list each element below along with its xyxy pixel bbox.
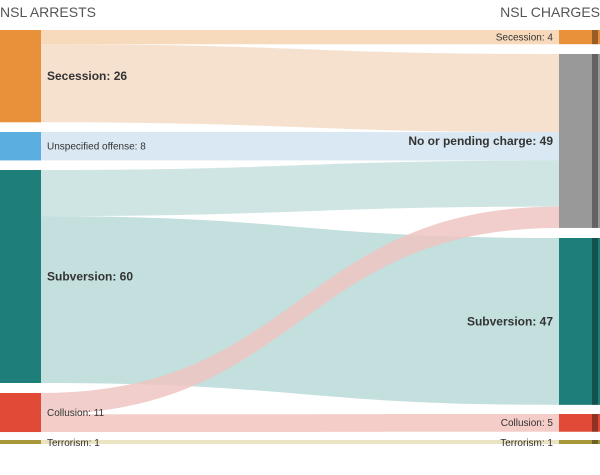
link-collusion_a-to-collusion_c (41, 414, 559, 433)
node-edge-secession_c (592, 30, 598, 45)
link-unspecified_a-to-none_c (41, 132, 559, 161)
node-collusion_a (0, 393, 41, 433)
nodes (0, 30, 600, 444)
node-edge-terrorism_c (592, 440, 598, 444)
node-terrorism_a (0, 440, 41, 444)
node-secession_c (559, 30, 600, 45)
link-terrorism_a-to-terrorism_c (41, 440, 559, 444)
label-subversion_c: Subversion: 47 (467, 314, 553, 328)
label-subversion_a: Subversion: 60 (47, 270, 133, 284)
label-secession_a: Secession: 26 (47, 69, 127, 83)
label-secession_c: Secession: 4 (496, 33, 554, 44)
link-subversion_a-to-none_c (41, 160, 559, 217)
header-arrests: NSL ARRESTS (0, 4, 96, 20)
node-secession_a (0, 30, 41, 123)
label-terrorism_c: Terrorism: 1 (500, 438, 553, 449)
node-edge-none_c (592, 54, 598, 228)
node-labels: Secession: 26 Unspecified offense: 8 Subve… (47, 33, 553, 449)
node-terrorism_c (559, 440, 600, 444)
label-terrorism_a: Terrorism: 1 (47, 438, 100, 449)
node-unspecified_a (0, 132, 41, 161)
label-collusion_c: Collusion: 5 (501, 418, 554, 429)
label-collusion_a: Collusion: 11 (47, 408, 105, 419)
link-secession_a-to-none_c (41, 44, 559, 133)
link-collusion_a-to-none_c (41, 206, 559, 415)
node-subversion_a (0, 170, 41, 383)
node-subversion_c (559, 238, 600, 405)
label-none_c: No or pending charge: 49 (408, 134, 553, 148)
node-collusion_c (559, 414, 600, 432)
flow-links (41, 30, 559, 444)
node-none_c (559, 54, 600, 228)
node-edge-collusion_c (592, 414, 598, 432)
label-unspecified_a: Unspecified offense: 8 (47, 142, 146, 153)
node-edge-subversion_c (592, 238, 598, 405)
link-secession_a-to-secession_c (41, 30, 559, 45)
header-charges: NSL CHARGES (500, 4, 600, 20)
